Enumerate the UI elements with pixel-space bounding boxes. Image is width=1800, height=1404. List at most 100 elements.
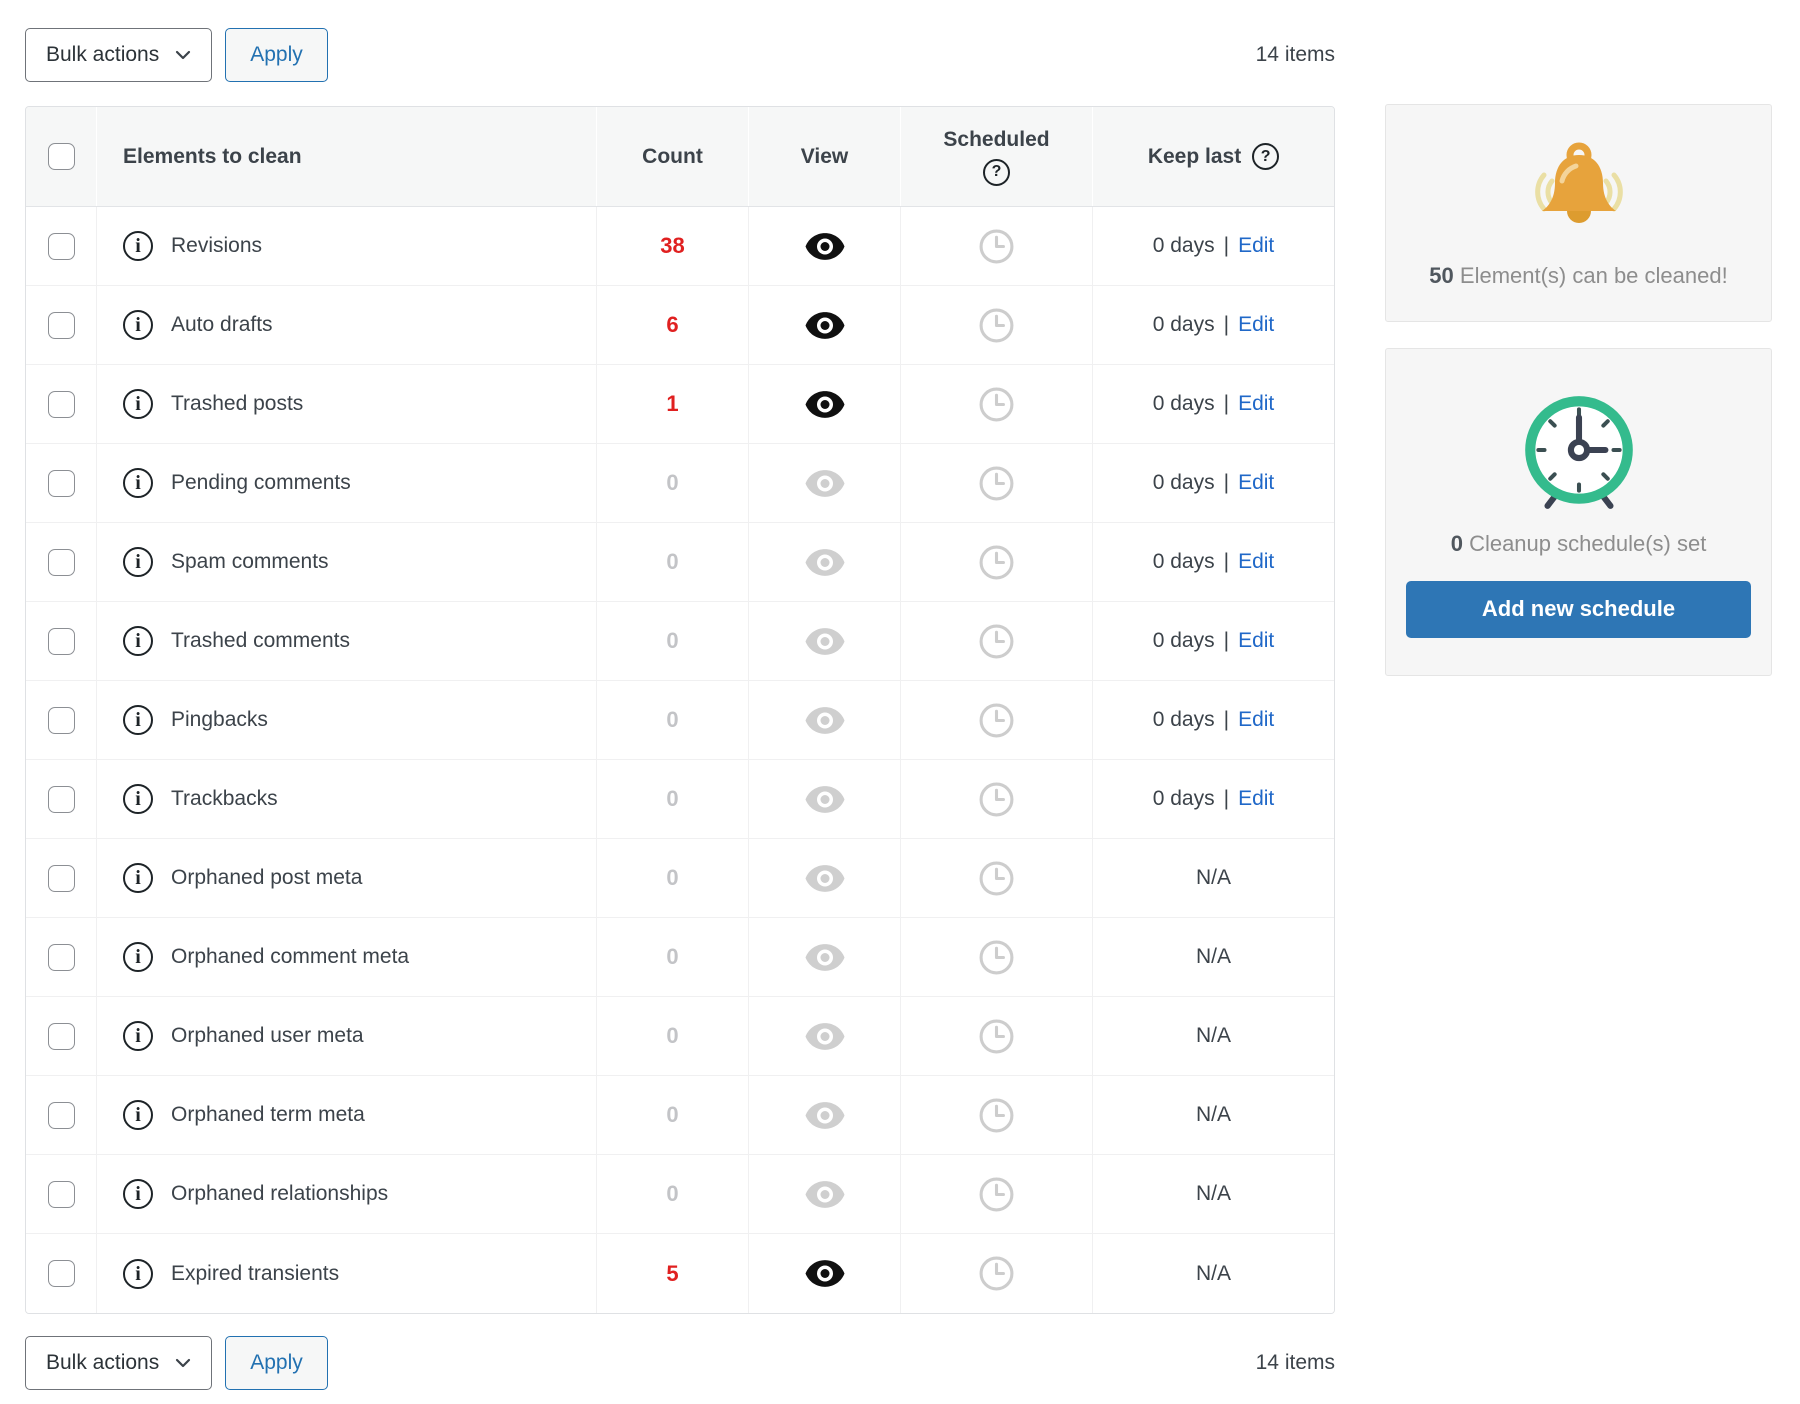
eye-icon[interactable] — [805, 785, 845, 813]
eye-icon[interactable] — [805, 469, 845, 497]
table-row: i Pending comments 0 0 days | Edit — [26, 444, 1334, 523]
row-checkbox-cell — [26, 918, 96, 996]
eye-icon[interactable] — [805, 864, 845, 892]
keep-last-separator: | — [1223, 787, 1230, 810]
edit-link[interactable]: Edit — [1238, 313, 1275, 336]
eye-icon[interactable] — [805, 1260, 845, 1287]
bulk-actions-select-bottom[interactable]: Bulk actions — [25, 1336, 213, 1390]
row-checkbox-cell — [26, 681, 96, 759]
elements-table: Elements to clean Count View Scheduled ?… — [25, 106, 1335, 1314]
count-value: 0 — [666, 549, 679, 574]
element-cell: i Trashed comments — [96, 602, 596, 680]
element-cell: i Spam comments — [96, 523, 596, 601]
table-row: i Spam comments 0 0 days | Edit — [26, 523, 1334, 602]
keep-last-value: 0 days — [1152, 708, 1215, 731]
info-icon[interactable]: i — [123, 1179, 153, 1209]
element-cell: i Revisions — [96, 207, 596, 285]
schedule-card: 0 Cleanup schedule(s) set Add new schedu… — [1385, 348, 1772, 676]
info-icon[interactable]: i — [123, 863, 153, 893]
info-icon[interactable]: i — [123, 784, 153, 814]
row-checkbox[interactable] — [47, 943, 75, 971]
scheduled-cell — [900, 1076, 1092, 1154]
count-cell: 0 — [596, 523, 748, 601]
edit-link[interactable]: Edit — [1238, 550, 1275, 573]
row-checkbox[interactable] — [47, 1260, 75, 1287]
keep-last-cell: N/A — [1092, 1076, 1334, 1154]
row-checkbox[interactable] — [47, 706, 75, 734]
apply-button[interactable]: Apply — [225, 28, 328, 82]
edit-link[interactable]: Edit — [1238, 471, 1275, 494]
view-cell — [748, 1155, 900, 1233]
row-checkbox[interactable] — [47, 232, 75, 260]
info-icon[interactable]: i — [123, 1100, 153, 1130]
row-checkbox[interactable] — [47, 1101, 75, 1129]
keep-last-help-icon[interactable]: ? — [1252, 143, 1280, 170]
keep-last-separator: | — [1223, 708, 1230, 731]
view-cell — [748, 286, 900, 364]
element-cell: i Orphaned term meta — [96, 1076, 596, 1154]
keep-last-value: N/A — [1195, 1103, 1231, 1126]
count-cell: 0 — [596, 1076, 748, 1154]
scheduled-cell — [900, 997, 1092, 1075]
eye-icon[interactable] — [805, 1180, 845, 1208]
row-checkbox[interactable] — [47, 1022, 75, 1050]
bulk-actions-select[interactable]: Bulk actions — [25, 28, 213, 82]
select-all-checkbox[interactable] — [47, 143, 75, 170]
eye-icon[interactable] — [805, 706, 845, 734]
edit-link[interactable]: Edit — [1238, 787, 1275, 810]
count-cell: 5 — [596, 1234, 748, 1313]
scheduled-help-icon[interactable]: ? — [983, 158, 1010, 186]
eye-icon[interactable] — [805, 548, 845, 576]
row-checkbox[interactable] — [47, 785, 75, 813]
row-checkbox[interactable] — [47, 548, 75, 576]
count-value: 0 — [666, 944, 679, 969]
edit-link[interactable]: Edit — [1238, 234, 1275, 257]
eye-icon[interactable] — [805, 943, 845, 971]
count-value: 0 — [666, 865, 679, 890]
info-icon[interactable]: i — [123, 468, 153, 498]
eye-icon[interactable] — [805, 627, 845, 655]
edit-link[interactable]: Edit — [1238, 708, 1275, 731]
table-row: i Expired transients 5 N/A — [26, 1234, 1334, 1313]
info-icon[interactable]: i — [123, 1258, 153, 1289]
eye-icon[interactable] — [805, 1022, 845, 1050]
info-icon[interactable]: i — [123, 705, 153, 735]
info-icon[interactable]: i — [123, 626, 153, 656]
eye-icon[interactable] — [805, 232, 845, 260]
row-checkbox[interactable] — [47, 627, 75, 655]
row-checkbox[interactable] — [47, 311, 75, 339]
schedule-text: 0 Cleanup schedule(s) set — [1451, 531, 1707, 557]
info-icon[interactable]: i — [123, 547, 153, 577]
edit-link[interactable]: Edit — [1238, 629, 1275, 652]
clock-icon — [979, 1256, 1014, 1291]
row-checkbox[interactable] — [47, 1180, 75, 1208]
apply-button-bottom[interactable]: Apply — [225, 1336, 328, 1390]
element-label: Orphaned relationships — [171, 1182, 389, 1205]
eye-icon[interactable] — [805, 390, 845, 418]
info-icon[interactable]: i — [123, 389, 153, 419]
info-icon[interactable]: i — [123, 310, 153, 340]
row-checkbox[interactable] — [47, 864, 75, 892]
items-count-top: 14 items — [1255, 43, 1335, 66]
keep-last-separator: | — [1223, 471, 1230, 494]
count-value: 0 — [666, 1023, 679, 1048]
eye-icon[interactable] — [805, 1101, 845, 1129]
row-checkbox[interactable] — [47, 469, 75, 497]
add-new-schedule-button[interactable]: Add new schedule — [1406, 580, 1751, 638]
clock-icon — [979, 624, 1014, 658]
row-checkbox-cell — [26, 286, 96, 364]
info-icon[interactable]: i — [123, 231, 153, 261]
keep-last-value: 0 days — [1152, 550, 1215, 573]
count-cell: 0 — [596, 444, 748, 522]
edit-link[interactable]: Edit — [1238, 392, 1275, 415]
eye-icon[interactable] — [805, 311, 845, 339]
table-row: i Auto drafts 6 0 days | Edit — [26, 286, 1334, 365]
info-icon[interactable]: i — [123, 942, 153, 972]
count-value: 0 — [666, 470, 679, 495]
table-row: i Trashed comments 0 0 days | Edit — [26, 602, 1334, 681]
keep-last-cell: N/A — [1092, 997, 1334, 1075]
keep-last-cell: 0 days | Edit — [1092, 444, 1334, 522]
row-checkbox[interactable] — [47, 390, 75, 418]
info-icon[interactable]: i — [123, 1021, 153, 1051]
keep-last-separator: | — [1223, 550, 1230, 573]
